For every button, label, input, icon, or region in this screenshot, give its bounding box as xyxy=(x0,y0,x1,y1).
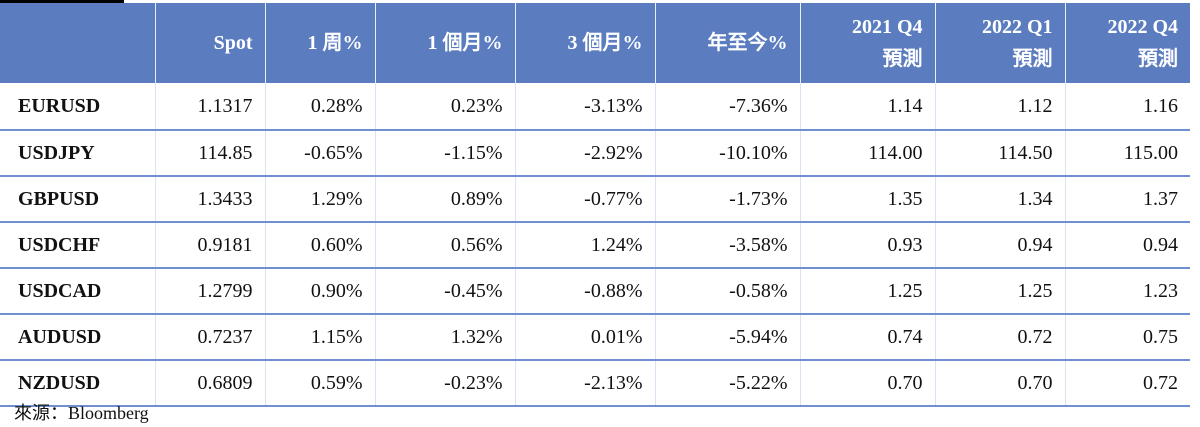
top-rule xyxy=(0,0,124,3)
table-cell: 0.59% xyxy=(264,360,375,407)
header-1w: 1 周% xyxy=(264,3,375,83)
table-cell: 0.6809 xyxy=(154,360,265,407)
table-cell: -0.45% xyxy=(374,268,515,315)
table-cell: 1.12 xyxy=(934,83,1065,131)
pair-cell: EURUSD xyxy=(0,83,155,131)
table-cell: 1.34 xyxy=(934,176,1065,223)
table-cell: 0.01% xyxy=(514,314,655,361)
table-cell: 1.24% xyxy=(514,222,655,269)
header-spot: Spot xyxy=(154,3,265,83)
table-cell: 1.32% xyxy=(374,314,515,361)
table-cell: -0.65% xyxy=(264,130,375,177)
table-cell: 0.94 xyxy=(1064,222,1190,269)
table-cell: 1.25 xyxy=(934,268,1065,315)
table-cell: 1.1317 xyxy=(154,83,265,131)
table-cell: 0.89% xyxy=(374,176,515,223)
table-cell: -0.88% xyxy=(514,268,655,315)
header-ytd: 年至今% xyxy=(654,3,800,83)
header-3m: 3 個月% xyxy=(514,3,655,83)
table-row: USDJPY 114.85 -0.65% -1.15% -2.92% -10.1… xyxy=(0,130,1190,177)
header-label: 3 個月% xyxy=(567,32,643,54)
header-pair xyxy=(0,3,155,83)
header-label: 年至今% xyxy=(707,32,788,54)
header-label: 2022 Q1 xyxy=(981,16,1053,38)
pair-cell: USDCHF xyxy=(0,222,155,269)
table-cell: 0.7237 xyxy=(154,314,265,361)
table-cell: 1.37 xyxy=(1064,176,1190,223)
fx-forecast-table: Spot 1 周% 1 個月% 3 個月% 年至今% 2021 Q4 預測 20… xyxy=(0,3,1190,407)
header-2021q4: 2021 Q4 預測 xyxy=(799,3,935,83)
header-row: Spot 1 周% 1 個月% 3 個月% 年至今% 2021 Q4 預測 20… xyxy=(0,3,1190,83)
table-cell: -5.22% xyxy=(654,360,800,407)
table-cell: -2.92% xyxy=(514,130,655,177)
table-cell: 0.74 xyxy=(799,314,935,361)
table-cell: 1.16 xyxy=(1064,83,1190,131)
header-sublabel: 預測 xyxy=(882,48,923,70)
table-cell: 0.94 xyxy=(934,222,1065,269)
pair-cell: NZDUSD xyxy=(0,360,155,407)
table-cell: 114.85 xyxy=(154,130,265,177)
table-cell: 0.90% xyxy=(264,268,375,315)
pair-cell: AUDUSD xyxy=(0,314,155,361)
table-cell: 0.56% xyxy=(374,222,515,269)
table-cell: -10.10% xyxy=(654,130,800,177)
table-row: EURUSD 1.1317 0.28% 0.23% -3.13% -7.36% … xyxy=(0,83,1190,131)
header-sublabel: 預測 xyxy=(1012,48,1053,70)
table-row: AUDUSD 0.7237 1.15% 1.32% 0.01% -5.94% 0… xyxy=(0,314,1190,361)
table-cell: -1.73% xyxy=(654,176,800,223)
header-1m: 1 個月% xyxy=(374,3,515,83)
table-cell: 114.50 xyxy=(934,130,1065,177)
table-cell: -7.36% xyxy=(654,83,800,131)
pair-cell: USDCAD xyxy=(0,268,155,315)
table-cell: 1.25 xyxy=(799,268,935,315)
table-row: NZDUSD 0.6809 0.59% -0.23% -2.13% -5.22%… xyxy=(0,360,1190,407)
table-cell: -0.23% xyxy=(374,360,515,407)
table-cell: 1.15% xyxy=(264,314,375,361)
header-sublabel: 預測 xyxy=(1138,48,1178,70)
table-cell: 0.70 xyxy=(934,360,1065,407)
header-label: 1 周% xyxy=(307,32,363,54)
header-label: 2022 Q4 xyxy=(1107,16,1178,38)
pair-cell: USDJPY xyxy=(0,130,155,177)
table-cell: 1.14 xyxy=(799,83,935,131)
pair-cell: GBPUSD xyxy=(0,176,155,223)
table-cell: 114.00 xyxy=(799,130,935,177)
table-cell: 1.2799 xyxy=(154,268,265,315)
table-cell: -3.13% xyxy=(514,83,655,131)
table-cell: 0.93 xyxy=(799,222,935,269)
table-row: USDCAD 1.2799 0.90% -0.45% -0.88% -0.58%… xyxy=(0,268,1190,315)
table-cell: -5.94% xyxy=(654,314,800,361)
header-label: 2021 Q4 xyxy=(851,16,923,38)
table-cell: 0.9181 xyxy=(154,222,265,269)
table-cell: 1.29% xyxy=(264,176,375,223)
table-row: GBPUSD 1.3433 1.29% 0.89% -0.77% -1.73% … xyxy=(0,176,1190,223)
table-cell: 0.70 xyxy=(799,360,935,407)
table-cell: 0.28% xyxy=(264,83,375,131)
table-cell: -2.13% xyxy=(514,360,655,407)
table-cell: 1.23 xyxy=(1064,268,1190,315)
table-row: USDCHF 0.9181 0.60% 0.56% 1.24% -3.58% 0… xyxy=(0,222,1190,269)
table-cell: 115.00 xyxy=(1064,130,1190,177)
header-2022q1: 2022 Q1 預測 xyxy=(934,3,1065,83)
table-cell: 0.72 xyxy=(934,314,1065,361)
table-cell: -3.58% xyxy=(654,222,800,269)
table-cell: -0.77% xyxy=(514,176,655,223)
table-cell: -0.58% xyxy=(654,268,800,315)
header-label: Spot xyxy=(213,32,253,54)
table-cell: 0.23% xyxy=(374,83,515,131)
header-label: 1 個月% xyxy=(427,32,503,54)
table-cell: 0.72 xyxy=(1064,360,1190,407)
table-cell: -1.15% xyxy=(374,130,515,177)
table-cell: 1.35 xyxy=(799,176,935,223)
header-2022q4: 2022 Q4 預測 xyxy=(1064,3,1190,83)
table-cell: 0.75 xyxy=(1064,314,1190,361)
table-cell: 1.3433 xyxy=(154,176,265,223)
table-cell: 0.60% xyxy=(264,222,375,269)
source-note: 來源：Bloomberg xyxy=(14,403,149,423)
